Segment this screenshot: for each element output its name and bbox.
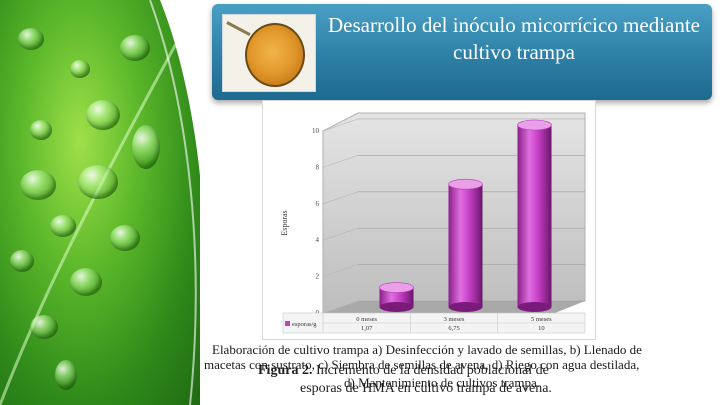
spore-thumbnail [222, 14, 316, 92]
bar-0 [379, 282, 414, 312]
grid-line-side [322, 227, 359, 241]
water-drop-icon [70, 60, 90, 78]
grid-line-side [322, 300, 359, 314]
figure-label: Figura 2. Incremento de la densidad pobl… [258, 363, 549, 378]
leaf-background-icon [0, 0, 200, 405]
data-table: esporas/g 0 meses 1,07 3 meses 6,75 5 meses 10 [282, 312, 586, 334]
bar-1 [448, 178, 483, 312]
water-drop-icon [120, 35, 150, 61]
water-drop-icon [10, 250, 34, 272]
grid-line-side [322, 191, 359, 205]
bar-2 [517, 119, 552, 312]
legend-swatch [285, 321, 290, 326]
y-tick-label: 8 [316, 163, 320, 171]
hypha-icon [226, 21, 251, 37]
x-category-label: 3 meses [444, 316, 465, 323]
water-drop-icon [55, 360, 77, 390]
figure-line-2: esporas de HMA en cultivo trampa de aven… [300, 381, 552, 396]
data-value-label: 10 [538, 325, 545, 332]
water-drop-icon [20, 170, 56, 200]
water-drop-icon [70, 268, 102, 296]
y-tick-label: 10 [312, 127, 320, 135]
water-drop-icon [86, 100, 120, 130]
title-box: Desarrollo del inóculo micorrícico media… [212, 4, 712, 100]
data-value-label: 6,75 [448, 325, 459, 332]
grid-line-side [322, 264, 359, 277]
y-axis-ticks: 0246810 [312, 127, 320, 317]
y-tick-label: 2 [316, 273, 320, 281]
caption-line-2: macetas con sustrato, c) Siembra de semi… [204, 357, 640, 372]
chart-bars [379, 119, 552, 312]
water-drop-icon [110, 225, 140, 251]
water-drop-icon [30, 315, 58, 339]
spore-microscope-icon [245, 23, 305, 87]
water-drop-icon [132, 125, 160, 169]
data-value-label: 1,07 [361, 325, 373, 332]
water-drop-icon [18, 28, 44, 50]
x-category-label: 5 meses [531, 316, 552, 323]
caption-line-1: Elaboración de cultivo trampa a) Desinfe… [212, 342, 642, 357]
grid-line-side [322, 155, 359, 168]
leaf-vein-icon [0, 0, 200, 405]
grid-line-side [322, 118, 359, 132]
figure-label-number: Figura 2. [258, 363, 313, 378]
figure-line-1: Incremento de la densidad poblacional de [315, 363, 549, 378]
slide-title: Desarrollo del inóculo micorrícico media… [327, 13, 701, 64]
water-drop-icon [30, 120, 52, 140]
x-category-label: 0 meses [356, 316, 377, 323]
legend-series-name: esporas/g [292, 321, 317, 328]
y-axis-label: Esporas [280, 210, 289, 235]
y-tick-label: 4 [316, 236, 320, 244]
water-drop-icon [78, 165, 118, 199]
caption-line-3: d) Mantenimiento de cultivos trampa. [344, 375, 541, 390]
y-tick-label: 6 [316, 200, 320, 208]
water-drop-icon [50, 215, 76, 237]
